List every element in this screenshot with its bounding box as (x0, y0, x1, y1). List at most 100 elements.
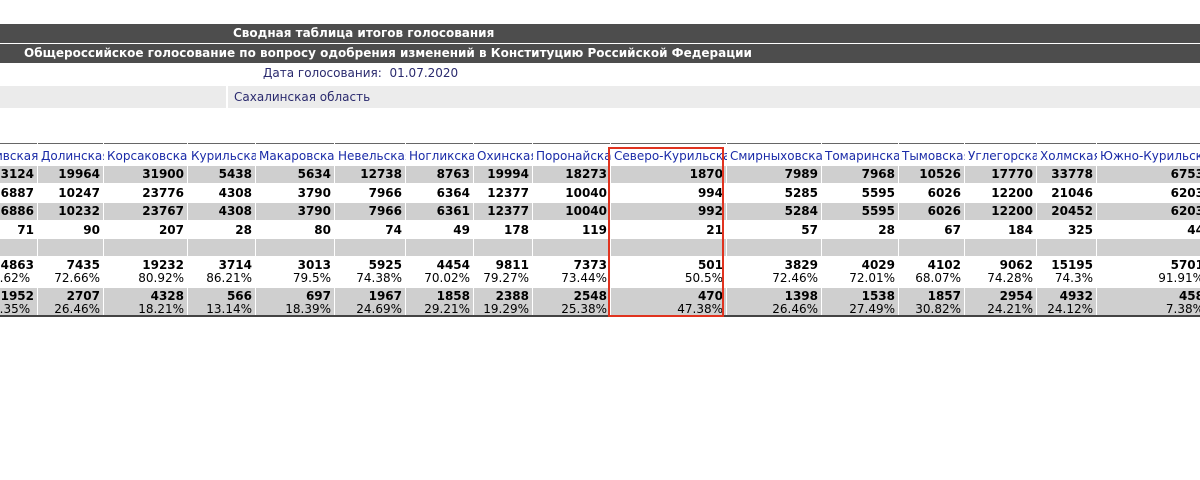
table-cell: 992 (611, 203, 726, 220)
vote-percent: 80.92% (138, 271, 184, 285)
table-cell: 6026 (899, 184, 964, 202)
vote-count: 9811 (495, 258, 529, 272)
district-column: Холмская 33778 21046 20452 325 15195 74.3% 4932… (1037, 143, 1101, 316)
district-link[interactable]: Макаровская (256, 147, 342, 165)
table-cell: 10232 (38, 203, 103, 220)
table-cell: 1858 29.21% (406, 288, 473, 316)
district-link[interactable]: Поронайская (533, 147, 619, 165)
district-column: Поронайская 18273 10040 10040 119 7373 73.44% 2… (533, 143, 619, 316)
vote-percent: 72.01% (849, 271, 895, 285)
vote-percent: 25.38% (561, 302, 607, 316)
vote-count: 19232 (142, 258, 184, 272)
table-cell (188, 239, 255, 256)
table-cell: 31900 (104, 166, 187, 183)
vote-count: 566 (226, 289, 252, 303)
vote-count: 5701 (1170, 258, 1200, 272)
table-cell: 5634 (256, 166, 334, 183)
table-cell: 90 (38, 221, 103, 239)
table-cell: 6361 (406, 203, 473, 220)
vote-percent: 29.21% (424, 302, 470, 316)
vote-percent: 26.46% (772, 302, 818, 316)
vote-percent: 27.49% (849, 302, 895, 316)
table-cell: 15195 74.3% (1037, 257, 1096, 287)
table-cell: 994 (611, 184, 726, 202)
table-cell: 80 (256, 221, 334, 239)
district-link[interactable]: Тымовская (899, 147, 971, 165)
district-link[interactable]: Корсаковская (104, 147, 195, 165)
table-cell: 2388 19.29% (474, 288, 532, 316)
district-column: Смирныховская 7989 5285 5284 57 3829 72.46% 139… (727, 143, 830, 316)
vote-percent: 26.46% (54, 302, 100, 316)
vote-count: 1398 (784, 289, 818, 303)
vote-count: 5925 (368, 258, 402, 272)
table-cell: 4932 24.12% (1037, 288, 1096, 316)
table-cell: 119 (533, 221, 610, 239)
district-link[interactable]: Охинская (474, 147, 538, 165)
table-cell: 6203 (1097, 203, 1200, 220)
table-cell (474, 239, 532, 256)
table-cell: 23776 (104, 184, 187, 202)
results-table: ивская13124688768867148630.62%19528.35%Д… (0, 143, 1200, 316)
table-cell: 697 18.39% (256, 288, 334, 316)
district-link[interactable]: Смирныховская (727, 147, 830, 165)
vote-percent: 73.44% (561, 271, 607, 285)
table-cell: 18273 (533, 166, 610, 183)
table-cell: 4328 18.21% (104, 288, 187, 316)
table-cell: 49 (406, 221, 473, 239)
table-cell: 19964 (38, 166, 103, 183)
district-link[interactable]: Углегорская (965, 147, 1046, 165)
table-cell: 3013 79.5% (256, 257, 334, 287)
vote-count: 3013 (297, 258, 331, 272)
district-link[interactable]: Северо-Курильская (611, 147, 738, 165)
vote-count: 2954 (999, 289, 1033, 303)
table-cell: 10040 (533, 203, 610, 220)
table-cell: 5925 74.38% (335, 257, 405, 287)
table-cell: 44 (1097, 221, 1200, 239)
vote-percent: 72.46% (772, 271, 818, 285)
vote-count: 1952 (0, 289, 34, 303)
district-link[interactable]: Ногликская (406, 147, 483, 165)
vote-percent: 74.3% (1054, 271, 1093, 285)
vote-count: 7435 (66, 258, 100, 272)
vote-percent: 79.5% (292, 271, 331, 285)
vote-percent: 18.21% (138, 302, 184, 316)
district-link[interactable]: Курильская (188, 147, 265, 165)
vote-percent: 91.91% (1158, 271, 1200, 285)
vote-count: 3714 (218, 258, 252, 272)
district-link[interactable]: ивская (0, 147, 38, 165)
table-cell: 28 (188, 221, 255, 239)
vote-subtitle: Общероссийское голосование по вопросу од… (24, 46, 752, 60)
district-link[interactable]: Томаринская (822, 147, 908, 165)
table-cell: 9811 79.27% (474, 257, 532, 287)
district-link[interactable]: Долинская (38, 147, 109, 165)
district-link[interactable]: Южно-Курильская (1097, 147, 1200, 165)
table-cell: 1967 24.69% (335, 288, 405, 316)
vote-percent: 74.28% (987, 271, 1033, 285)
table-cell: 17770 (965, 166, 1036, 183)
table-cell: 470 47.38% (611, 288, 726, 316)
district-column: Тымовская 10526 6026 6026 67 4102 68.07% 1857 30… (899, 143, 971, 316)
table-cell (1037, 239, 1096, 256)
table-cell: 4029 72.01% (822, 257, 898, 287)
district-column: Курильская 5438 4308 4308 28 3714 86.21% 566 13.… (188, 143, 265, 316)
table-cell: 67 (899, 221, 964, 239)
table-cell (533, 239, 610, 256)
table-cell: 7966 (335, 184, 405, 202)
vote-count: 458 (1178, 289, 1200, 303)
district-link[interactable]: Невельская (335, 147, 412, 165)
table-cell: 325 (1037, 221, 1096, 239)
vote-count: 2548 (573, 289, 607, 303)
voting-date-label: Дата голосования: (263, 66, 382, 80)
vote-count: 4102 (927, 258, 961, 272)
vote-percent: 30.82% (915, 302, 961, 316)
table-cell: 501 50.5% (611, 257, 726, 287)
table-cell: 8763 (406, 166, 473, 183)
vote-percent: 50.5% (684, 271, 723, 285)
table-cell: 5595 (822, 203, 898, 220)
table-cell: 5285 (727, 184, 821, 202)
district-link[interactable]: Холмская (1037, 147, 1101, 165)
table-cell (1097, 239, 1200, 256)
vote-percent: 24.12% (1047, 302, 1093, 316)
vote-percent: 74.38% (356, 271, 402, 285)
vote-count: 4029 (861, 258, 895, 272)
